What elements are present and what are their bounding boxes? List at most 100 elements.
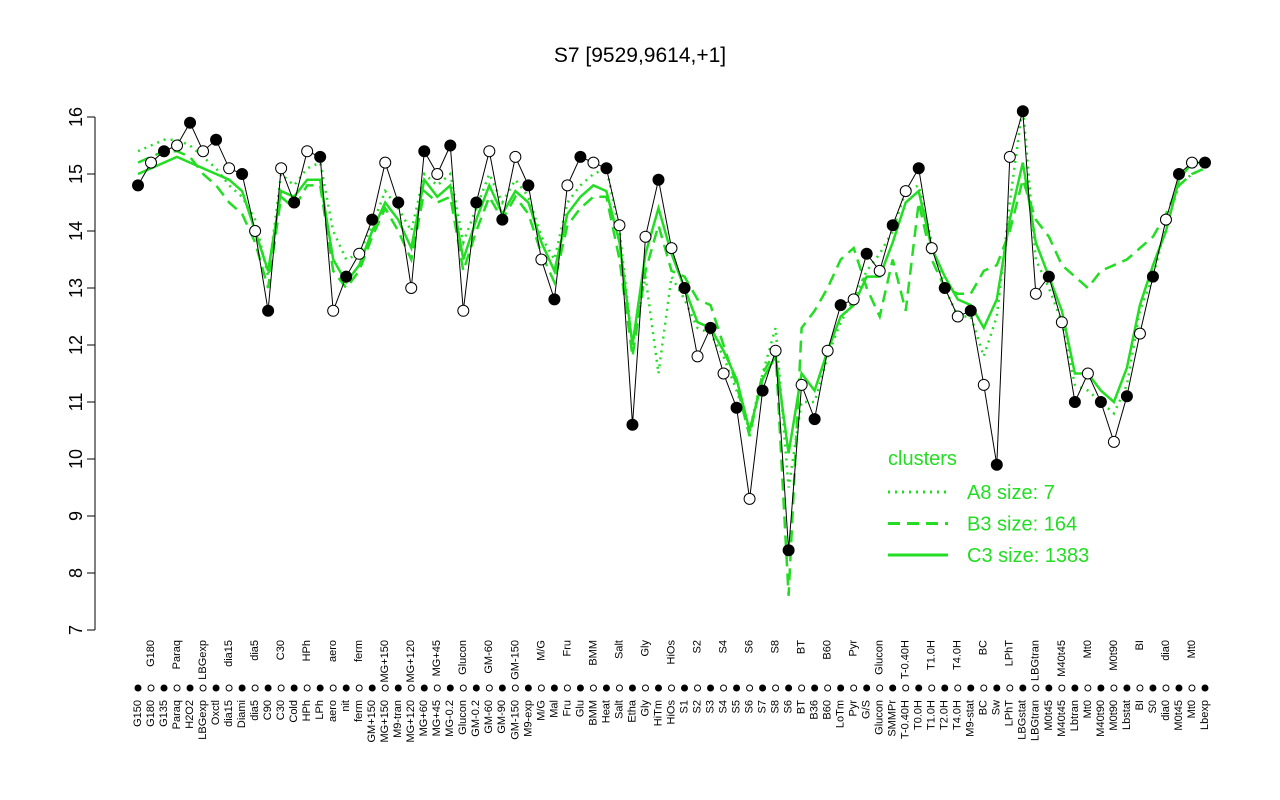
x-tick-label: Salt <box>613 700 625 719</box>
data-point <box>925 242 938 255</box>
x-tick-label: BC <box>978 700 990 715</box>
data-point <box>483 145 496 158</box>
x-tick-label-top: HiOs <box>665 640 677 665</box>
x-tick-label: LBGstat <box>1017 700 1029 740</box>
x-tick-label: Glucon <box>874 700 886 735</box>
category-marker <box>1188 684 1196 692</box>
category-marker <box>746 684 754 692</box>
y-tick-label: 10 <box>66 449 86 469</box>
category-marker <box>238 684 246 692</box>
x-tick-label-top: S2 <box>691 640 703 653</box>
x-tick-label: LPh <box>314 700 326 720</box>
data-point <box>288 196 301 209</box>
data-point <box>496 213 509 226</box>
y-tick-label: 13 <box>66 278 86 298</box>
data-point <box>1199 156 1211 169</box>
x-tick-label: S6 <box>783 700 795 713</box>
x-tick-label: dia15 <box>223 700 235 727</box>
x-tick-label: S8 <box>770 700 782 713</box>
x-tick-label: M9-exp <box>522 700 534 737</box>
data-point <box>301 145 314 158</box>
legend-title: clusters <box>888 448 957 470</box>
x-tick-label: H2O2 <box>184 700 196 729</box>
x-tick-label: M0t45 <box>1173 700 1185 731</box>
category-marker <box>980 684 988 692</box>
data-point <box>522 179 535 192</box>
x-tick-label-top: B60 <box>822 640 834 660</box>
x-tick-label-top: LBGtran <box>1030 640 1042 681</box>
category-marker <box>420 684 428 692</box>
data-point <box>1068 396 1081 408</box>
data-point <box>262 304 275 317</box>
x-tick-label: G150 <box>132 700 144 727</box>
data-point <box>392 196 405 209</box>
category-marker <box>1123 684 1131 692</box>
category-marker <box>694 684 702 692</box>
x-tick-label: Diami <box>236 700 248 728</box>
y-tick-label: 7 <box>66 625 86 635</box>
category-marker <box>1084 684 1092 692</box>
data-point <box>691 350 704 363</box>
data-point <box>275 162 288 175</box>
category-marker <box>212 684 220 692</box>
category-marker <box>368 684 376 692</box>
y-tick-label: 15 <box>66 164 86 184</box>
category-marker <box>941 684 949 692</box>
x-tick-label-top: BT <box>796 640 808 654</box>
category-marker <box>589 684 597 692</box>
x-tick-label-top: dia15 <box>223 640 235 667</box>
x-tick-label-top: LBGexp <box>197 640 209 680</box>
x-tick-label-top: dia0 <box>1160 640 1172 661</box>
x-tick-label-top: Glucon <box>457 640 469 675</box>
x-tick-label: T2.0H <box>939 700 951 730</box>
data-point <box>249 225 262 237</box>
x-tick-label: MG+60 <box>418 700 430 736</box>
x-tick-label-top: T1.0H <box>926 640 938 670</box>
category-marker <box>485 684 493 692</box>
chart-title: S7 [9529,9614,+1] <box>554 44 726 67</box>
data-point <box>756 384 769 397</box>
category-marker <box>850 684 858 692</box>
data-point <box>210 133 223 146</box>
category-marker <box>733 684 741 692</box>
x-tick-label: S7 <box>756 700 768 713</box>
category-marker <box>954 684 962 692</box>
category-marker <box>498 684 506 692</box>
x-tick-label: Lbexp <box>1199 700 1211 730</box>
x-tick-label-top: S6 <box>743 640 755 653</box>
data-point <box>847 293 860 306</box>
category-marker <box>407 684 415 692</box>
x-tick-label: GM-150 <box>509 700 521 740</box>
category-marker <box>316 684 324 692</box>
x-tick-label: nit <box>340 700 352 712</box>
category-marker <box>1032 684 1040 692</box>
category-marker <box>511 684 519 692</box>
category-marker <box>863 684 871 692</box>
x-tick-label: G180 <box>145 700 157 727</box>
data-point <box>574 150 587 163</box>
x-tick-label: C90 <box>262 700 274 720</box>
x-tick-label: BI <box>1134 700 1146 710</box>
data-point <box>223 162 236 175</box>
data-point <box>366 213 379 226</box>
category-marker <box>1097 684 1105 692</box>
data-point <box>1094 396 1107 408</box>
category-marker <box>798 684 806 692</box>
x-tick-label: MG+150 <box>379 700 391 743</box>
data-point <box>327 304 340 317</box>
y-tick-label: 9 <box>66 511 86 521</box>
category-marker <box>290 684 298 692</box>
x-tick-label-top: T4.0H <box>952 640 964 670</box>
x-tick-label: M9-tran <box>392 700 404 738</box>
category-marker <box>1058 684 1066 692</box>
x-tick-label: dia5 <box>249 700 261 721</box>
x-tick-label-top: BMM <box>587 640 599 666</box>
legend-label: B3 size: 164 <box>967 514 1077 536</box>
data-point <box>951 310 964 323</box>
data-point <box>535 253 548 266</box>
data-point <box>938 282 951 294</box>
x-tick-label: Fru <box>561 700 573 717</box>
category-marker <box>329 684 337 692</box>
category-marker <box>928 684 936 692</box>
data-point <box>1159 213 1172 226</box>
